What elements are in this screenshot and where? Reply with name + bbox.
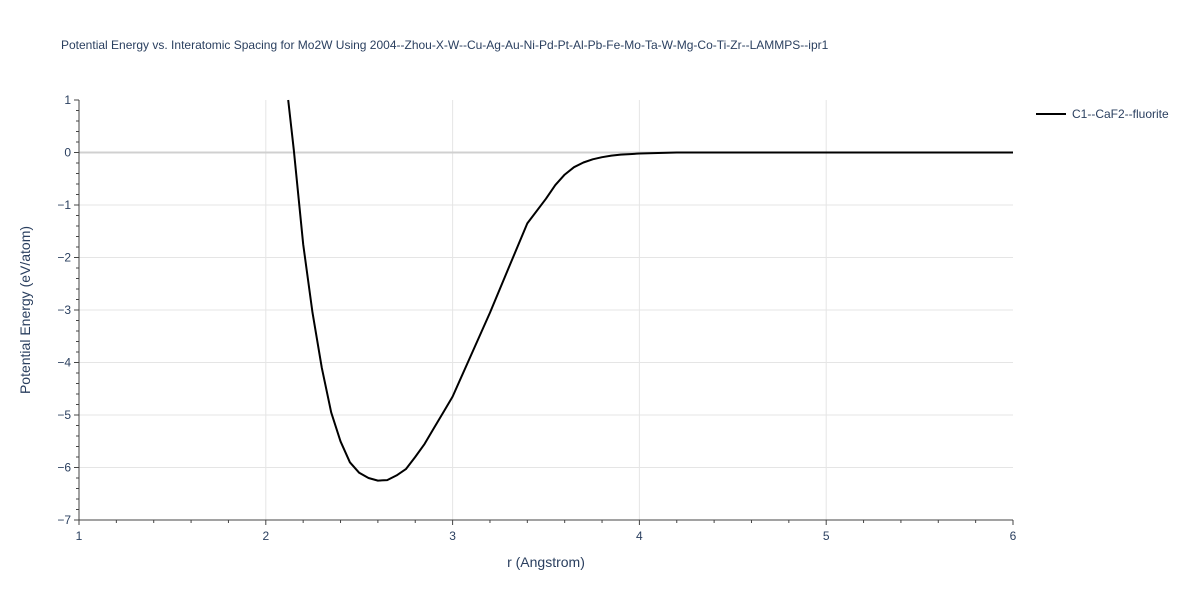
y-tick-label: −4 <box>57 356 71 370</box>
chart-title: Potential Energy vs. Interatomic Spacing… <box>61 38 829 52</box>
x-tick-label: 5 <box>823 529 830 543</box>
axes-layer <box>74 99 1014 525</box>
y-tick-label: 0 <box>64 146 71 160</box>
series-layer <box>287 99 1013 482</box>
x-tick-label: 6 <box>1010 529 1017 543</box>
x-axis-title-text: r (Angstrom) <box>507 554 585 570</box>
legend[interactable]: C1--CaF2--fluorite <box>1036 107 1169 121</box>
legend-line-swatch <box>1036 113 1066 115</box>
y-tick-label: −2 <box>57 251 71 265</box>
series-line <box>287 99 1013 482</box>
tick-labels: 1 2 3 4 5 6 1 0 −1 −2 −3 −4 −5 −6 −7 <box>57 93 1016 543</box>
y-tick-label: −3 <box>57 303 71 317</box>
x-tick-label: 1 <box>76 529 83 543</box>
grid-layer <box>79 100 1013 520</box>
y-tick-label: −5 <box>57 408 71 422</box>
x-tick-label: 4 <box>636 529 643 543</box>
legend-label: C1--CaF2--fluorite <box>1072 107 1169 121</box>
y-tick-label: −1 <box>57 198 71 212</box>
y-tick-label: 1 <box>64 93 71 107</box>
x-tick-label: 2 <box>262 529 269 543</box>
y-axis-title: Potential Energy (eV/atom) <box>17 225 33 395</box>
x-tick-label: 3 <box>449 529 456 543</box>
y-tick-label: −7 <box>57 513 71 527</box>
x-axis-title: r (Angstrom) <box>0 554 1200 570</box>
y-tick-label: −6 <box>57 461 71 475</box>
